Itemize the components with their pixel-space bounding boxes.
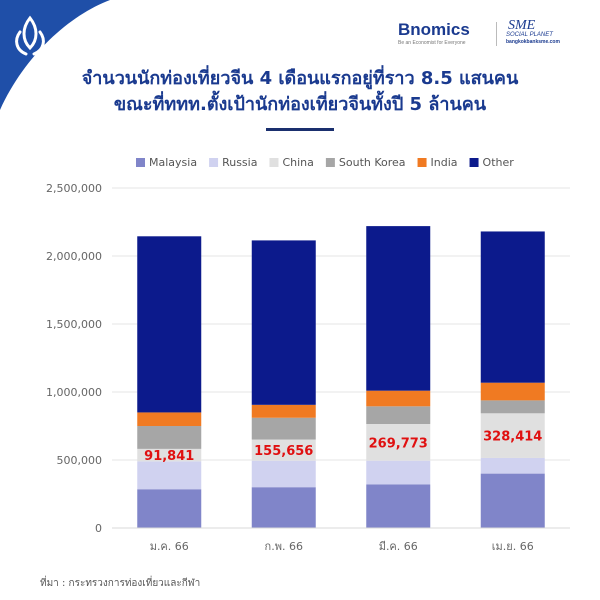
y-tick-label: 1,000,000: [46, 386, 102, 399]
sme-url: bangkokbanksme.com: [506, 39, 560, 45]
legend-swatch: [417, 158, 427, 167]
bar-segment-china: [251, 439, 316, 461]
legend-swatch: [325, 158, 335, 167]
bar-segment-other: [480, 231, 545, 383]
title-line-1: จำนวนนักท่องเที่ยวจีน 4 เดือนแรกอยู่ที่ร…: [81, 68, 519, 89]
bar-segment-russia: [480, 457, 545, 474]
bar-segment-russia: [366, 460, 431, 485]
y-tick-label: 500,000: [57, 454, 103, 467]
sme-subtitle: SOCIAL PLANET: [506, 32, 553, 38]
bar-segment-malaysia: [366, 484, 431, 528]
title-line-2: ขณะที่ททท.ตั้งเป้านักท่องเที่ยวจีนทั้งปี…: [113, 94, 487, 115]
y-tick-label: 2,000,000: [46, 250, 102, 263]
bank-logo-corner: [0, 0, 110, 110]
y-axis: 0 500,000 1,000,000 1,500,000 2,000,000 2,500…: [46, 182, 102, 535]
y-tick-label: 2,500,000: [46, 182, 102, 195]
bar-segment-russia: [137, 461, 202, 490]
page-title: จำนวนนักท่องเที่ยวจีน 4 เดือนแรกอยู่ที่ร…: [0, 66, 600, 118]
bar-segment-south-korea: [251, 417, 316, 440]
data-label: 91,841: [144, 449, 194, 464]
corner-swoosh-shape: [0, 0, 110, 110]
bar-segment-russia: [251, 460, 316, 488]
legend-swatch: [269, 158, 279, 167]
bar-segment-india: [366, 390, 431, 407]
y-tick-label: 0: [95, 522, 102, 535]
bar-segment-south-korea: [366, 406, 431, 424]
title-underline: [266, 128, 334, 131]
bar-segment-south-korea: [480, 400, 545, 414]
legend-label: Malaysia: [149, 156, 197, 169]
x-tick-label: มี.ค. 66: [379, 540, 418, 553]
chart-data-labels: 91,841 155,656 269,773 328,414: [144, 430, 542, 464]
chart-bars: [137, 226, 545, 528]
chart-legend: Malaysia Russia China South Korea India Other: [136, 156, 514, 169]
data-label: 328,414: [483, 430, 542, 445]
bar-segment-china: [366, 423, 431, 461]
stacked-bar-chart: Malaysia Russia China South Korea India Other…: [46, 156, 570, 553]
bar-segment-south-korea: [137, 426, 202, 449]
lotus-icon: [15, 15, 45, 56]
bar-segment-china: [137, 448, 202, 462]
x-axis: ม.ค. 66 ก.พ. 66 มี.ค. 66 เม.ย. 66: [112, 527, 570, 553]
legend-label: Russia: [222, 156, 257, 169]
legend-label: India: [431, 156, 458, 169]
bar-segment-other: [251, 240, 316, 405]
sme-logo: SME: [508, 18, 536, 33]
data-label: 269,773: [369, 436, 428, 451]
bar-segment-india: [480, 382, 545, 401]
bar-segment-india: [251, 404, 316, 418]
y-tick-label: 1,500,000: [46, 318, 102, 331]
legend-label: China: [282, 156, 313, 169]
bar-segment-malaysia: [480, 473, 545, 528]
x-tick-label: ม.ค. 66: [150, 540, 189, 553]
bnomics-logo: Bnomics: [398, 20, 470, 39]
bar-segment-other: [366, 226, 431, 391]
data-label: 155,656: [254, 444, 313, 459]
brand-logos: Bnomics Be an Economist for Everyone SME…: [398, 18, 578, 50]
bar-segment-china: [480, 413, 545, 458]
bar-segment-malaysia: [251, 487, 316, 528]
bnomics-tagline: Be an Economist for Everyone: [398, 40, 466, 46]
bar-segment-india: [137, 412, 202, 427]
x-tick-label: ก.พ. 66: [265, 540, 303, 553]
x-tick-label: เม.ย. 66: [492, 540, 534, 553]
legend-swatch: [136, 158, 145, 167]
brand-divider: [496, 22, 497, 46]
bar-segment-other: [137, 236, 202, 413]
source-note: ที่มา : กระทรวงการท่องเที่ยวและกีฬา: [40, 578, 201, 589]
legend-label: South Korea: [339, 156, 406, 169]
legend-swatch: [209, 158, 219, 167]
legend-label: Other: [483, 156, 515, 169]
bar-segment-malaysia: [137, 489, 202, 528]
legend-swatch: [469, 158, 479, 167]
